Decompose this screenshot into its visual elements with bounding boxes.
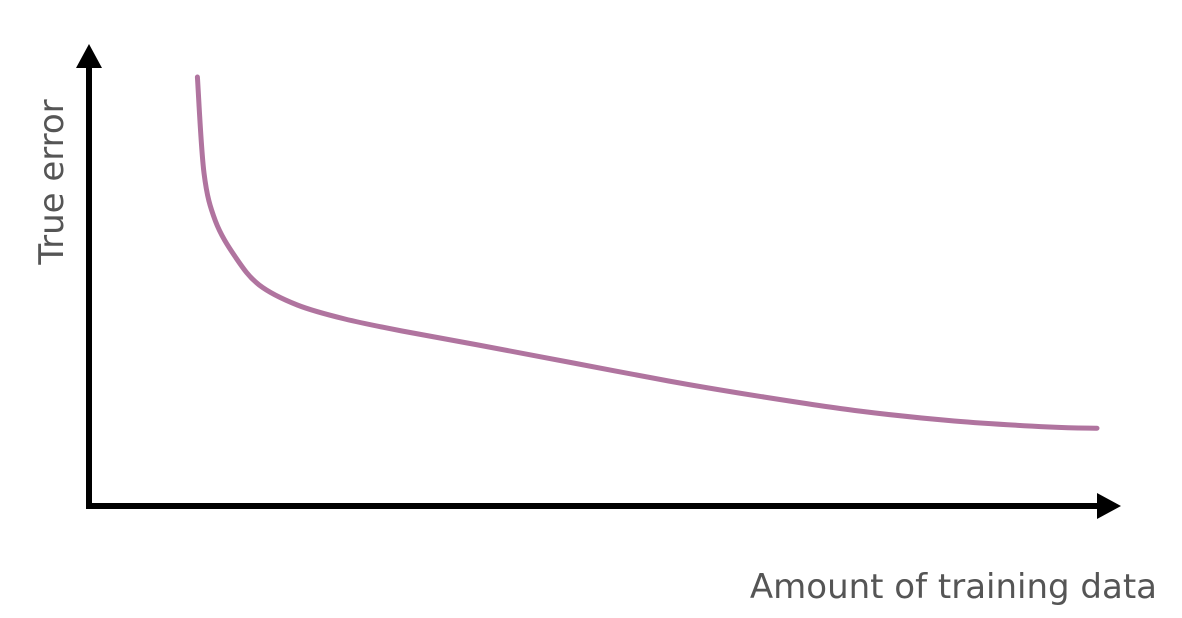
y-axis-arrow-icon [76, 44, 102, 68]
y-axis-label: True error [32, 99, 72, 265]
x-axis-arrow-icon [1097, 493, 1121, 519]
x-axis-label: Amount of training data [750, 567, 1157, 607]
axes [76, 44, 1121, 519]
series-line-0 [194, 74, 1100, 431]
series-layer [194, 74, 1100, 431]
